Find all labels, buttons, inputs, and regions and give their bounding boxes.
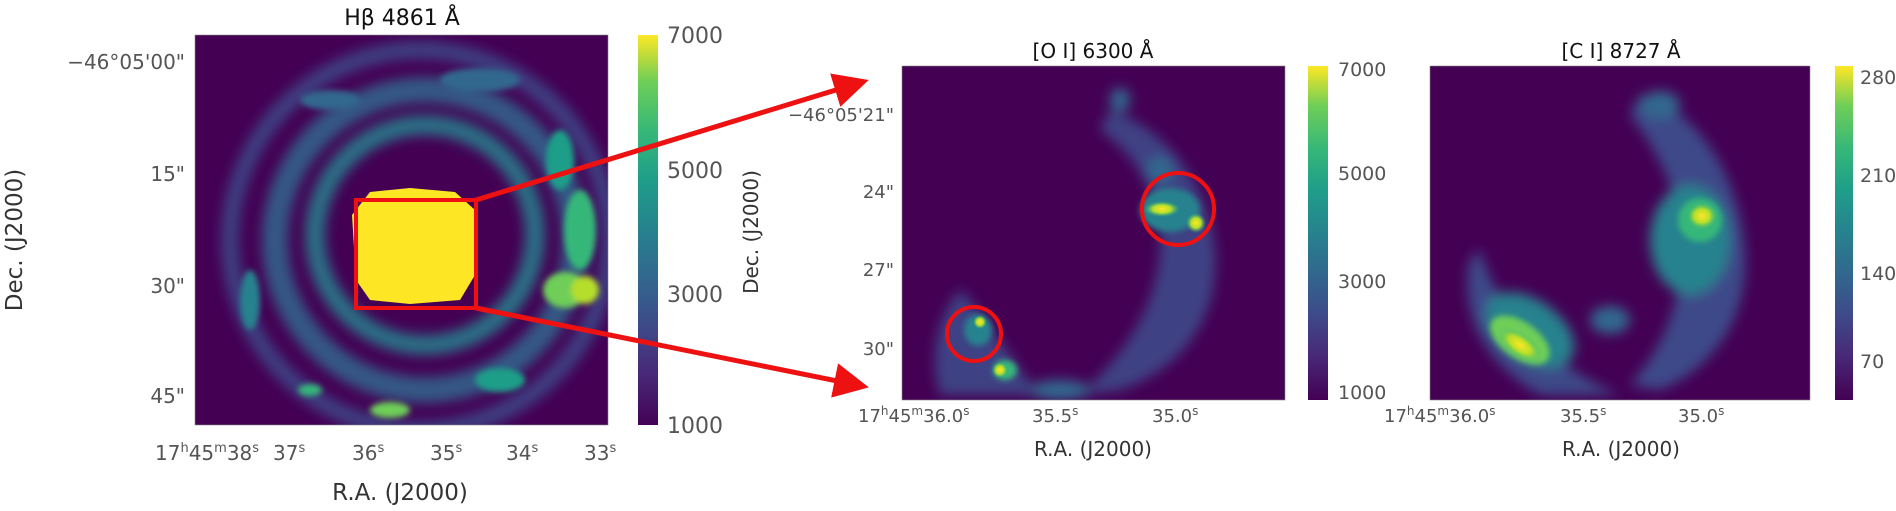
image-hbeta xyxy=(195,35,608,425)
colorbar-tick: 7000 xyxy=(667,24,723,49)
colorbar-tick: 3000 xyxy=(1338,271,1386,293)
panel-hbeta: Hβ 4861 Å xyxy=(2,4,723,506)
panel-title: [C I] 8727 Å xyxy=(1561,39,1680,63)
panel-title: Hβ 4861 Å xyxy=(344,4,460,31)
y-axis-label: Dec. (J2000) xyxy=(2,169,28,311)
xtick-label: 34s xyxy=(506,441,538,465)
xtick-label: 33s xyxy=(584,441,616,465)
xtick-label: 17h45m36.0s xyxy=(858,404,969,427)
ytick-label: 15" xyxy=(150,162,185,186)
colorbar xyxy=(1835,66,1853,400)
colorbar-tick: 140 xyxy=(1860,263,1896,285)
ytick-label: −46°05'00" xyxy=(67,50,185,74)
colorbar-tick: 3000 xyxy=(667,283,723,308)
xtick-label: 17h45m36.0s xyxy=(1384,404,1495,427)
colorbar-tick: 5000 xyxy=(667,159,723,184)
xtick-label: 35.5s xyxy=(1560,404,1606,427)
panel-oi: [O I] 6300 Å Dec. (J2000) −4 xyxy=(739,39,1386,461)
image-ci xyxy=(1430,66,1810,400)
zoom-region-box xyxy=(354,198,478,310)
colorbar-tick: 5000 xyxy=(1338,163,1386,185)
colorbar xyxy=(638,35,658,425)
ytick-label: 45" xyxy=(150,384,185,408)
xtick-label: 35s xyxy=(430,441,462,465)
zoom-arrow-lower xyxy=(475,305,869,398)
panel-ci: [C I] 8727 Å 17h45m36.0s 35.5s xyxy=(1384,39,1896,461)
colorbar-tick: 1000 xyxy=(667,414,723,439)
colorbar-tick: 7000 xyxy=(1338,59,1386,81)
colorbar-tick: 210 xyxy=(1860,165,1896,187)
x-axis-label: R.A. (J2000) xyxy=(1562,437,1680,461)
xtick-label: 35.5s xyxy=(1032,404,1078,427)
ytick-label: 30" xyxy=(863,339,894,360)
image-oi xyxy=(902,66,1285,400)
colorbar xyxy=(1308,66,1328,400)
highlight-circle xyxy=(1140,171,1216,247)
xtick-label: 35.0s xyxy=(1678,404,1724,427)
ytick-label: 30" xyxy=(150,274,185,298)
colorbar-tick: 1000 xyxy=(1338,382,1386,404)
xtick-label: 36s xyxy=(352,441,384,465)
ytick-label: −46°05'21" xyxy=(788,105,894,126)
ytick-label: 27" xyxy=(863,260,894,281)
x-axis-label: R.A. (J2000) xyxy=(332,480,468,506)
xtick-label: 37s xyxy=(273,441,305,465)
xtick-label: 17h45m38s xyxy=(155,441,259,465)
panel-title: [O I] 6300 Å xyxy=(1033,39,1154,63)
highlight-circle xyxy=(945,305,1003,363)
zoom-arrow-upper xyxy=(475,73,869,203)
colorbar-tick: 70 xyxy=(1860,351,1884,373)
x-axis-label: R.A. (J2000) xyxy=(1034,437,1152,461)
colorbar-tick: 280 xyxy=(1860,67,1896,89)
ytick-label: 24" xyxy=(863,182,894,203)
y-axis-label: Dec. (J2000) xyxy=(739,170,763,294)
xtick-label: 35.0s xyxy=(1152,404,1198,427)
